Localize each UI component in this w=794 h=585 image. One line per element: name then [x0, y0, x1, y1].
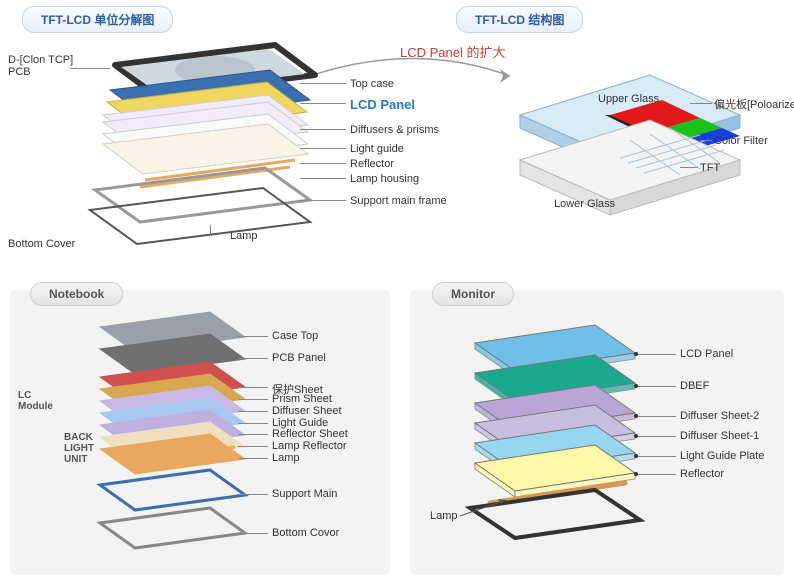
leader-line — [636, 354, 676, 355]
leader-line — [238, 336, 268, 337]
leader-line — [238, 387, 268, 388]
leader-line — [300, 129, 346, 130]
leader-line — [238, 434, 268, 435]
label-monitor-lamp: Lamp — [430, 510, 458, 522]
leader-line — [238, 399, 268, 400]
leader-line — [636, 416, 676, 417]
label-nb-1: PCB Panel — [272, 352, 326, 364]
leader-line — [300, 148, 346, 149]
label-lower-glass: Lower Glass — [554, 198, 615, 210]
leader-line — [238, 458, 268, 459]
label-color-filter: Color Filter — [714, 135, 768, 147]
leader-dot — [634, 414, 638, 418]
leader-dot — [634, 352, 638, 356]
label-bottom-cover: Bottom Cover — [8, 238, 75, 250]
leader-line — [300, 178, 346, 179]
label-lamp: Lamp — [230, 230, 258, 242]
label-reflector: Reflector — [350, 158, 394, 170]
leader-line — [300, 163, 346, 164]
leader-line — [680, 167, 698, 168]
leader-dot — [634, 454, 638, 458]
leader-line — [300, 83, 346, 84]
tab-monitor: Monitor — [432, 282, 514, 306]
exploded-diagram — [55, 40, 345, 250]
leader-line — [636, 436, 676, 437]
notebook-diagram — [70, 310, 260, 565]
label-d-clon-tcp: D-[Clon TCP] PCB — [8, 54, 73, 78]
label-tft: TFT — [700, 162, 720, 174]
tab-structure: TFT-LCD 结构图 — [456, 6, 583, 33]
structure-diagram — [500, 60, 760, 240]
leader-line — [238, 533, 268, 534]
leader-dot — [634, 472, 638, 476]
leader-line — [300, 103, 346, 104]
leader-line — [636, 386, 676, 387]
label-light-guide: Light guide — [350, 143, 404, 155]
leader-line — [238, 423, 268, 424]
leader-line — [700, 140, 712, 141]
label-mon-0: LCD Panel — [680, 348, 733, 360]
label-mon-4: Light Guide Plate — [680, 450, 764, 462]
leader-line — [238, 358, 268, 359]
label-diffusers: Diffusers & prisms — [350, 124, 439, 136]
arrow-icon — [458, 494, 518, 524]
label-support-main-frame: Support main frame — [350, 195, 447, 207]
leader-line — [238, 411, 268, 412]
label-lc-module: LC Module — [18, 390, 53, 412]
leader-line — [238, 494, 268, 495]
label-nb-4: Diffuser Sheet — [272, 405, 342, 417]
leader-line — [298, 200, 346, 201]
label-nb-10: Bottom Covor — [272, 527, 339, 539]
tab-notebook: Notebook — [30, 282, 123, 306]
label-mon-2: Diffuser Sheet-2 — [680, 410, 759, 422]
label-upper-glass: Upper Glass — [598, 93, 659, 105]
leader-line — [210, 225, 211, 235]
leader-dot — [634, 434, 638, 438]
monitor-diagram — [440, 320, 670, 565]
label-nb-0: Case Top — [272, 330, 318, 342]
label-mon-5: Reflector — [680, 468, 724, 480]
label-nb-6: Reflector Sheet — [272, 428, 348, 440]
leader-line — [690, 103, 712, 104]
leader-line — [238, 446, 268, 447]
leader-line — [636, 474, 676, 475]
label-lamp-housing: Lamp housing — [350, 173, 419, 185]
leader-line — [70, 68, 110, 69]
label-lcd-panel: LCD Panel — [350, 97, 415, 112]
label-top-case: Top case — [350, 78, 394, 90]
label-mon-3: Diffuser Sheet-1 — [680, 430, 759, 442]
leader-dot — [634, 384, 638, 388]
label-nb-3: Prism Sheet — [272, 393, 332, 405]
label-mon-1: DBEF — [680, 380, 709, 392]
label-nb-9: Support Main — [272, 488, 337, 500]
label-nb-8: Lamp — [272, 452, 300, 464]
tab-exploded: TFT-LCD 单位分解图 — [22, 6, 173, 33]
leader-line — [636, 456, 676, 457]
label-nb-7: Lamp Reflector — [272, 440, 347, 452]
label-polarizer: 偏光板[Poloarizer] — [714, 96, 794, 112]
